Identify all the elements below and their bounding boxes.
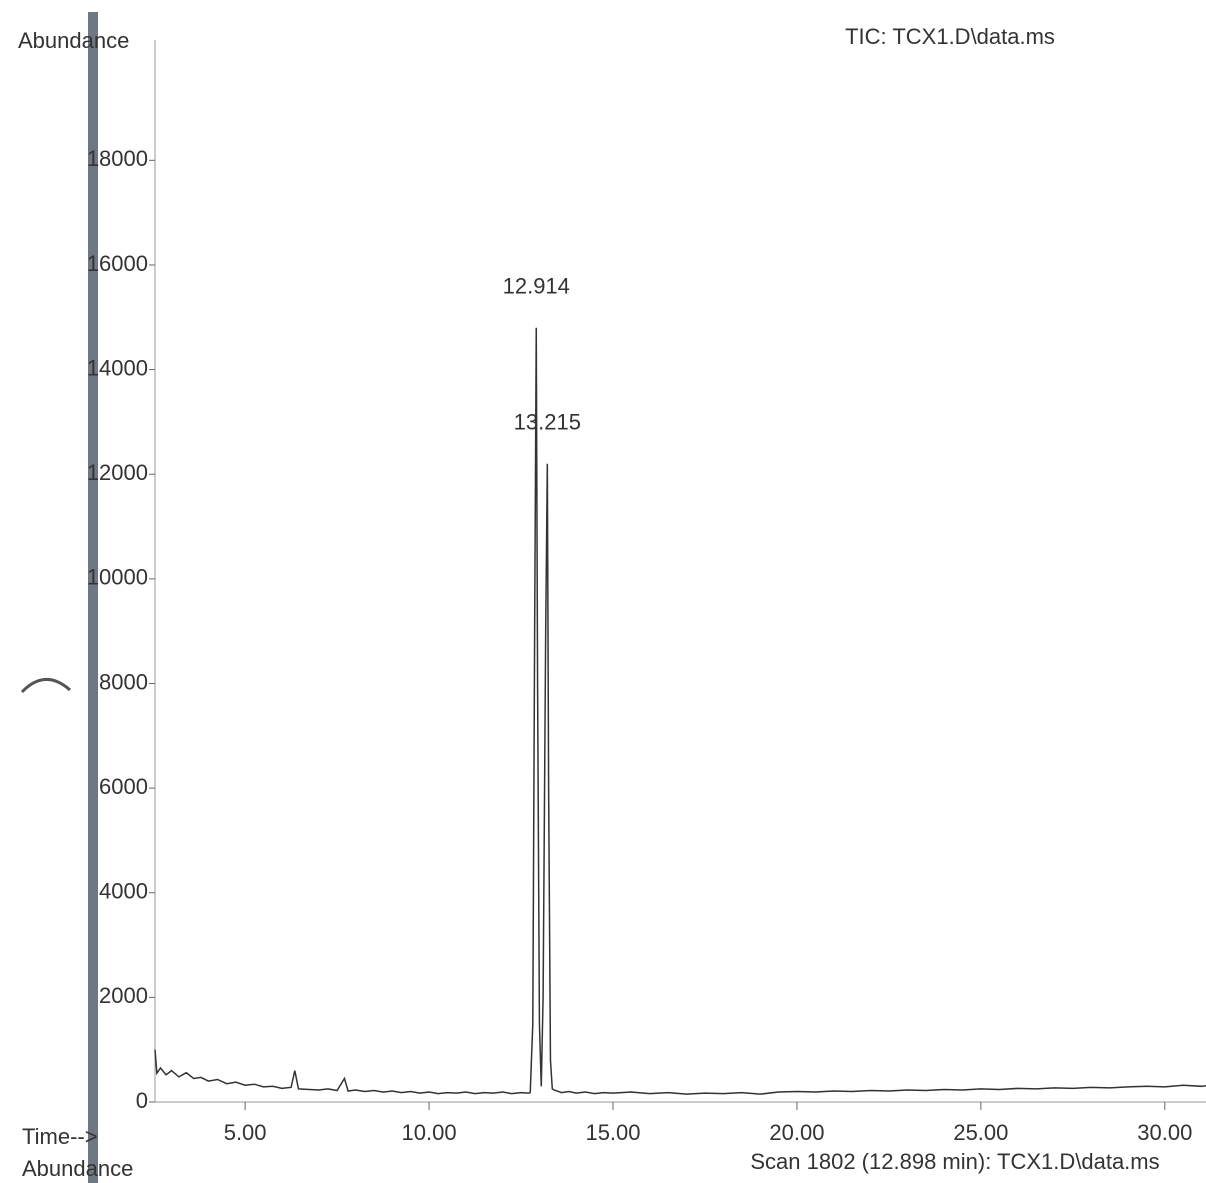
y-axis-label: Abundance bbox=[18, 28, 129, 53]
y-tick-label: 4000 bbox=[99, 879, 148, 904]
y-tick-label: 2000 bbox=[99, 983, 148, 1008]
y-tick-label: 12000 bbox=[87, 460, 148, 485]
x-tick-label: 5.00 bbox=[224, 1120, 267, 1145]
y-tick-label: 0 bbox=[136, 1088, 148, 1113]
chromatogram-line bbox=[154, 327, 1206, 1095]
x-axis-label: Time--> bbox=[22, 1124, 98, 1149]
y-tick-label: 8000 bbox=[99, 669, 148, 694]
x-tick-label: 20.00 bbox=[769, 1120, 824, 1145]
y-tick-label: 14000 bbox=[87, 355, 148, 380]
y-tick-label: 6000 bbox=[99, 774, 148, 799]
y-tick-label: 18000 bbox=[87, 146, 148, 171]
y-tick-label: 16000 bbox=[87, 251, 148, 276]
x-tick-label: 30.00 bbox=[1137, 1120, 1192, 1145]
footer-left: Abundance bbox=[22, 1156, 133, 1181]
peak-label: 13.215 bbox=[514, 410, 581, 435]
x-tick-label: 15.00 bbox=[585, 1120, 640, 1145]
x-tick-label: 10.00 bbox=[402, 1120, 457, 1145]
y-tick-label: 10000 bbox=[87, 565, 148, 590]
scan-artifact-arc bbox=[20, 678, 71, 694]
footer-right: Scan 1802 (12.898 min): TCX1.D\data.ms bbox=[750, 1149, 1159, 1174]
peak-label: 12.914 bbox=[503, 274, 570, 299]
chart-title: TIC: TCX1.D\data.ms bbox=[845, 24, 1055, 49]
x-tick-label: 25.00 bbox=[953, 1120, 1008, 1145]
scan-artifact-bar bbox=[88, 12, 98, 1183]
